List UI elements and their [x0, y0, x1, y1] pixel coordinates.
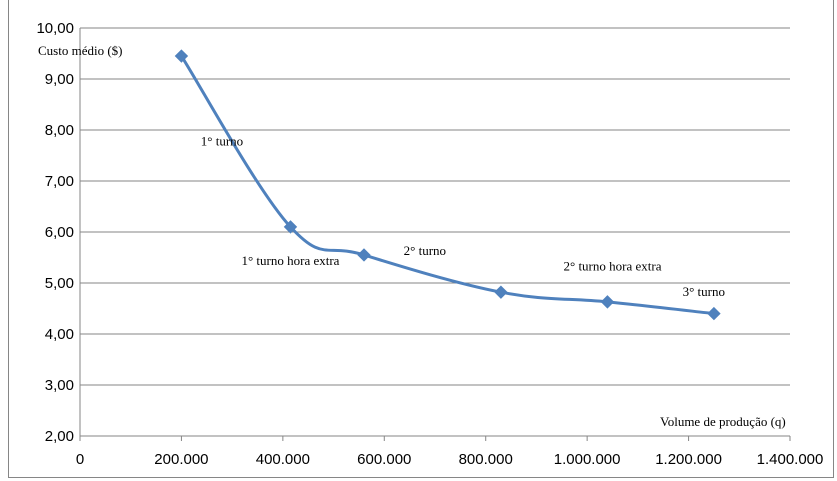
x-tick-label: 600.000 — [357, 451, 411, 468]
data-point-diamond — [357, 248, 371, 262]
data-point-diamond — [600, 295, 615, 309]
x-tick-label: 200.000 — [154, 451, 208, 468]
annotation-label: 1° turno — [201, 133, 243, 148]
y-tick-label: 8,00 — [45, 122, 74, 139]
x-tick-label: 400.000 — [256, 451, 310, 468]
y-tick-label: 5,00 — [45, 275, 74, 292]
x-tick-label: 800.000 — [459, 451, 513, 468]
x-tick-label: 1.000.000 — [554, 451, 621, 468]
axes — [79, 28, 791, 441]
x-tick-labels: 0 200.000 400.000 600.000 800.000 1.000.000 1.… — [76, 451, 824, 468]
gridlines — [80, 27, 790, 437]
y-tick-label: 10,00 — [36, 20, 74, 37]
y-tick-label: 2,00 — [45, 428, 74, 445]
y-tick-label: 3,00 — [45, 377, 74, 394]
data-point-diamond — [174, 49, 189, 63]
annotation-label: 1° turno hora extra — [241, 253, 339, 268]
annotations: 1° turno 1° turno hora extra 2° turno 2° tu… — [201, 133, 725, 298]
series-line-custo-medio — [179, 54, 716, 316]
x-axis-label: Volume de produção (q) — [660, 414, 786, 429]
y-tick-label: 6,00 — [45, 224, 74, 241]
y-tick-label: 4,00 — [45, 326, 74, 343]
chart-frame — [8, 0, 834, 478]
y-tick-labels: 2,00 3,00 4,00 5,00 6,00 7,00 8,00 9,00 10,00 — [36, 20, 74, 445]
annotation-label: 2° turno hora extra — [564, 258, 662, 273]
y-axis-label: Custo médio ($) — [38, 43, 123, 58]
x-tick-label: 1.200.000 — [655, 451, 722, 468]
y-tick-label: 9,00 — [45, 71, 74, 88]
x-tick-label: 1.400.000 — [757, 451, 824, 468]
x-tick-label: 0 — [76, 451, 84, 468]
annotation-label: 2° turno — [404, 243, 446, 258]
data-point-diamond — [707, 306, 721, 321]
data-points — [174, 49, 721, 321]
data-point-diamond — [283, 220, 298, 234]
y-tick-label: 7,00 — [45, 173, 74, 190]
annotation-label: 3° turno — [683, 284, 725, 299]
data-point-diamond — [494, 285, 508, 299]
